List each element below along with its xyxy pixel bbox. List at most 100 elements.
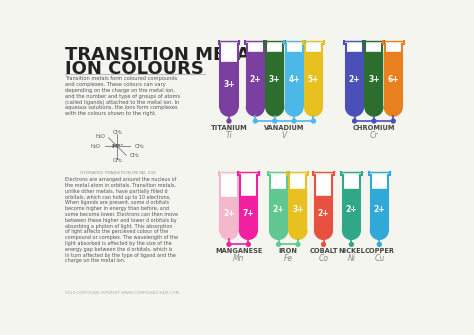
- Bar: [385, 44, 402, 107]
- Polygon shape: [344, 230, 359, 239]
- Bar: [220, 44, 237, 107]
- Circle shape: [277, 243, 281, 246]
- Circle shape: [227, 243, 231, 246]
- Bar: [240, 196, 256, 230]
- Polygon shape: [221, 230, 237, 239]
- Polygon shape: [290, 230, 306, 239]
- Polygon shape: [240, 230, 257, 239]
- Circle shape: [321, 243, 326, 246]
- Text: NICKEL: NICKEL: [338, 248, 365, 254]
- Polygon shape: [365, 107, 383, 116]
- Polygon shape: [220, 230, 237, 239]
- Polygon shape: [385, 107, 402, 116]
- Text: H₂O: H₂O: [95, 134, 105, 139]
- Text: Cr: Cr: [370, 131, 378, 140]
- Circle shape: [392, 119, 395, 123]
- Circle shape: [296, 243, 300, 246]
- Bar: [290, 175, 307, 230]
- Polygon shape: [267, 107, 283, 115]
- Polygon shape: [221, 107, 237, 115]
- Text: 3+: 3+: [292, 205, 304, 214]
- Bar: [286, 52, 302, 107]
- Bar: [371, 175, 388, 230]
- Text: 2+: 2+: [349, 75, 360, 84]
- Text: 5+: 5+: [308, 75, 319, 84]
- Circle shape: [349, 243, 353, 246]
- Text: TRANSITION METAL: TRANSITION METAL: [65, 46, 262, 64]
- Circle shape: [273, 119, 277, 123]
- Polygon shape: [247, 107, 264, 116]
- Circle shape: [353, 119, 356, 123]
- Bar: [247, 52, 263, 107]
- Text: 2+: 2+: [223, 209, 235, 218]
- Text: OH₂: OH₂: [112, 158, 122, 163]
- Text: VANADIUM: VANADIUM: [264, 125, 305, 131]
- Bar: [221, 62, 237, 107]
- Bar: [266, 44, 283, 107]
- Bar: [346, 44, 363, 107]
- Text: Cu: Cu: [374, 254, 384, 263]
- Bar: [221, 197, 237, 230]
- Text: Transition metals form coloured compounds
and complexes. These colours can vary
: Transition metals form coloured compound…: [65, 76, 181, 116]
- Bar: [366, 52, 382, 107]
- Bar: [285, 44, 302, 107]
- Text: 2+: 2+: [374, 205, 385, 214]
- Polygon shape: [290, 230, 307, 239]
- Circle shape: [311, 119, 315, 123]
- Bar: [315, 175, 332, 230]
- Bar: [346, 52, 363, 107]
- Polygon shape: [271, 230, 286, 239]
- Text: OH₂: OH₂: [112, 130, 122, 135]
- Bar: [267, 52, 283, 107]
- Polygon shape: [286, 107, 302, 115]
- Bar: [316, 196, 331, 230]
- Text: ION COLOURS: ION COLOURS: [65, 60, 204, 78]
- Polygon shape: [266, 107, 283, 116]
- Text: Electrons are arranged around the nucleus of
the metal atom in orbitals. Transit: Electrons are arranged around the nucleu…: [65, 177, 178, 263]
- Polygon shape: [366, 107, 382, 115]
- Text: 7+: 7+: [243, 209, 254, 218]
- Text: Ti: Ti: [226, 131, 232, 140]
- Text: OH₂: OH₂: [135, 144, 144, 149]
- Bar: [290, 189, 306, 230]
- Bar: [344, 189, 359, 230]
- Text: 4+: 4+: [288, 75, 300, 84]
- Text: TITANIUM: TITANIUM: [210, 125, 247, 131]
- Text: MANGANESE: MANGANESE: [215, 248, 262, 254]
- Text: Fe: Fe: [284, 254, 293, 263]
- Bar: [372, 189, 387, 230]
- Text: 6+: 6+: [388, 75, 399, 84]
- Bar: [240, 175, 257, 230]
- Text: 2+: 2+: [346, 205, 357, 214]
- Polygon shape: [346, 107, 363, 115]
- Bar: [220, 175, 237, 230]
- Text: 2014 COMPOUND INTEREST WWW.COMPOUNDCHEM.COM: 2014 COMPOUND INTEREST WWW.COMPOUNDCHEM.…: [65, 291, 180, 295]
- Bar: [271, 189, 286, 230]
- Polygon shape: [372, 230, 387, 239]
- Polygon shape: [285, 107, 302, 116]
- Polygon shape: [305, 107, 322, 116]
- Bar: [385, 52, 401, 107]
- Text: V: V: [282, 131, 287, 140]
- Bar: [270, 175, 287, 230]
- Text: IRON: IRON: [279, 248, 298, 254]
- Bar: [343, 175, 360, 230]
- Circle shape: [246, 243, 250, 246]
- Bar: [306, 52, 321, 107]
- Polygon shape: [371, 230, 388, 239]
- Text: COBALT: COBALT: [309, 248, 338, 254]
- Polygon shape: [315, 230, 332, 239]
- Text: Mn: Mn: [233, 254, 245, 263]
- Bar: [365, 44, 383, 107]
- Text: 2+: 2+: [318, 209, 329, 218]
- Polygon shape: [316, 230, 331, 239]
- Polygon shape: [247, 107, 263, 115]
- Bar: [305, 44, 322, 107]
- Text: CHROMIUM: CHROMIUM: [353, 125, 395, 131]
- Polygon shape: [385, 107, 401, 115]
- Text: Co: Co: [319, 254, 328, 263]
- Circle shape: [227, 119, 231, 123]
- Circle shape: [372, 119, 376, 123]
- Text: 3+: 3+: [368, 75, 380, 84]
- Text: 2+: 2+: [250, 75, 261, 84]
